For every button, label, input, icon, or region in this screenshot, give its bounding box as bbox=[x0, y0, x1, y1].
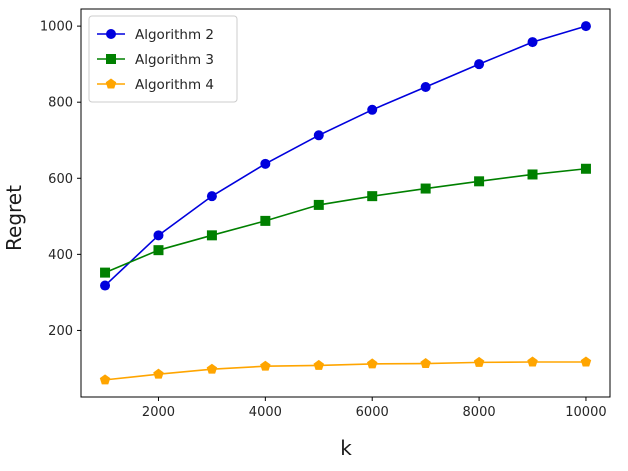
data-point-algorithm-2 bbox=[153, 230, 164, 241]
y-tick-label: 400 bbox=[48, 248, 73, 263]
data-point-algorithm-4 bbox=[580, 356, 592, 367]
data-point-algorithm-4 bbox=[366, 358, 378, 369]
x-tick-label: 6000 bbox=[356, 405, 389, 420]
data-point-algorithm-3 bbox=[367, 191, 378, 202]
data-point-algorithm-4 bbox=[420, 358, 431, 368]
x-axis-label: k bbox=[340, 436, 352, 460]
data-point-algorithm-2 bbox=[260, 158, 271, 169]
series-line-algorithm-3 bbox=[104, 167, 587, 274]
plot-area bbox=[99, 21, 592, 385]
data-point-algorithm-3 bbox=[260, 215, 271, 226]
data-point-algorithm-2 bbox=[580, 21, 591, 32]
y-tick-label: 200 bbox=[48, 324, 73, 339]
legend-entry-algorithm-2: Algorithm 2 bbox=[97, 27, 214, 43]
legend-marker-algorithm-4 bbox=[105, 78, 117, 89]
legend: Algorithm 2 Algorithm 3 Algorithm 4 bbox=[88, 15, 238, 103]
series-line-algorithm-2 bbox=[104, 25, 587, 287]
x-tick-label: 10000 bbox=[565, 405, 606, 420]
data-point-algorithm-4 bbox=[153, 368, 164, 379]
data-point-algorithm-2 bbox=[527, 37, 538, 48]
data-point-algorithm-4 bbox=[99, 374, 111, 385]
y-tick-label: 800 bbox=[48, 96, 73, 111]
y-tick-label: 600 bbox=[48, 172, 73, 187]
legend-marker-algorithm-2 bbox=[106, 29, 116, 39]
y-tick-label: 1000 bbox=[40, 20, 73, 35]
y-axis-label: Regret bbox=[2, 185, 26, 251]
legend-label-algorithm-3: Algorithm 3 bbox=[135, 52, 214, 68]
data-point-algorithm-2 bbox=[206, 191, 217, 202]
data-point-algorithm-3 bbox=[420, 183, 431, 194]
series-algorithm-2 bbox=[100, 21, 591, 291]
data-point-algorithm-2 bbox=[313, 130, 324, 141]
data-point-algorithm-4 bbox=[313, 359, 325, 370]
data-point-algorithm-3 bbox=[474, 176, 485, 187]
legend-box bbox=[88, 15, 238, 103]
plot-frame bbox=[80, 8, 611, 398]
legend-marker-algorithm-3 bbox=[106, 54, 116, 64]
data-point-algorithm-3 bbox=[100, 267, 111, 278]
data-point-algorithm-3 bbox=[206, 230, 217, 241]
legend-label-algorithm-4: Algorithm 4 bbox=[135, 77, 214, 93]
data-point-algorithm-4 bbox=[260, 360, 271, 371]
legend-entry-algorithm-4: Algorithm 4 bbox=[97, 77, 214, 93]
data-point-algorithm-2 bbox=[100, 280, 111, 291]
series-algorithm-4 bbox=[99, 356, 592, 385]
data-point-algorithm-4 bbox=[527, 356, 538, 367]
x-tick-label: 4000 bbox=[249, 405, 282, 420]
axes: 2000 4000 6000 8000 10000 200 400 600 800 1000 bbox=[40, 8, 611, 420]
series-algorithm-3 bbox=[100, 163, 591, 278]
data-point-algorithm-4 bbox=[473, 356, 485, 367]
legend-label-algorithm-2: Algorithm 2 bbox=[135, 27, 214, 43]
data-point-algorithm-3 bbox=[527, 169, 538, 180]
data-point-algorithm-4 bbox=[206, 363, 218, 374]
legend-entry-algorithm-3: Algorithm 3 bbox=[97, 52, 214, 68]
data-point-algorithm-3 bbox=[580, 163, 591, 174]
data-point-algorithm-2 bbox=[420, 81, 431, 92]
data-point-algorithm-3 bbox=[313, 199, 324, 210]
series-line-algorithm-4 bbox=[104, 361, 586, 381]
x-tick-label: 8000 bbox=[463, 405, 496, 420]
x-tick-label: 2000 bbox=[142, 405, 175, 420]
data-point-algorithm-3 bbox=[153, 245, 164, 256]
data-point-algorithm-2 bbox=[474, 59, 485, 70]
data-point-algorithm-2 bbox=[367, 104, 378, 115]
